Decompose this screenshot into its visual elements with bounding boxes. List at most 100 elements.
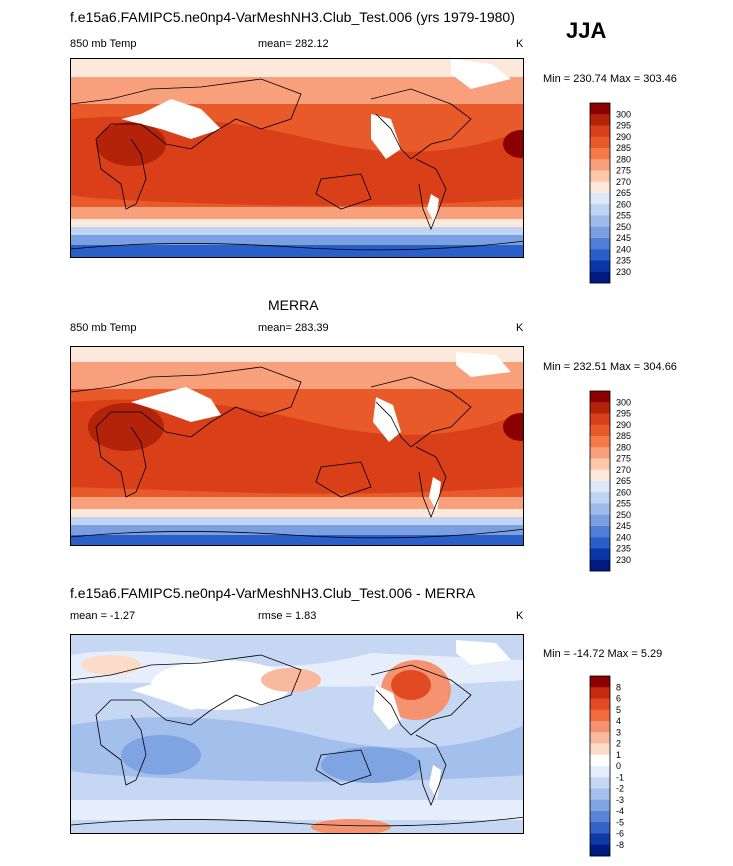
p3-colorbar-label: -4 — [616, 806, 624, 816]
p3-colorbar-label: 5 — [616, 705, 621, 715]
p3-mask-greenland — [456, 640, 511, 665]
p1-colorbar-label: 255 — [616, 211, 631, 221]
p3-colorbar-swatch — [590, 732, 610, 744]
p1-band-s2 — [71, 227, 523, 235]
p3-colorbar-swatch — [590, 822, 610, 834]
p1-colorbar-swatch — [590, 159, 610, 171]
p3-mask-andes — [429, 765, 441, 800]
p1-colorbar-swatch — [590, 226, 610, 239]
p2-colorbar-label: 245 — [616, 521, 631, 531]
p1-colorbar-label: 280 — [616, 154, 631, 164]
p3-cool-io — [121, 735, 201, 775]
p2-colorbar-label: 270 — [616, 465, 631, 475]
p2-band-s3 — [71, 525, 523, 535]
p2-colorbar-label: 295 — [616, 409, 631, 419]
p3-colorbar-label: 0 — [616, 761, 621, 771]
p3-colorbar-label: -2 — [616, 784, 624, 794]
p3-colorbar-swatch — [590, 721, 610, 733]
p2-colorbar-swatch — [590, 458, 610, 471]
p2-colorbar-swatch — [590, 402, 610, 414]
p2-colorbar-swatch — [590, 492, 610, 504]
p2-colorbar-swatch — [590, 481, 610, 493]
p1-colorbar-label: 230 — [616, 267, 631, 277]
p2-colorbar-label: 300 — [616, 397, 631, 407]
p3-colorbar-label: -8 — [616, 840, 624, 850]
panel2-mean: mean= 283.39 — [258, 322, 329, 334]
p3-coastlines — [71, 654, 523, 827]
p3-colorbar-label: 2 — [616, 739, 621, 749]
panel1-minmax: Min = 230.74 Max = 303.46 — [543, 73, 677, 85]
p3-colorbar-swatch — [590, 799, 610, 812]
panel3-map-svg — [71, 635, 523, 833]
p3-colorbar-label: 1 — [616, 750, 621, 760]
p2-coastlines — [71, 366, 523, 539]
p2-colorbar-label: 265 — [616, 476, 631, 486]
p3-colorbar-swatch — [590, 844, 610, 857]
p1-band-s1 — [71, 219, 523, 229]
p2-colorbar-label: 235 — [616, 544, 631, 554]
p1-coastlines — [71, 78, 523, 251]
p1-colorbar-label: 290 — [616, 132, 631, 142]
panel2-title: MERRA — [268, 297, 319, 313]
panel3-units: K — [516, 610, 524, 622]
p2-hot-saharan — [88, 403, 164, 451]
p1-band-s4 — [71, 245, 523, 257]
p1-hot-saharan — [96, 122, 166, 166]
p1-colorbar-swatch — [590, 136, 610, 149]
p2-colorbar-swatch — [590, 537, 610, 549]
p2-colorbar-swatch — [590, 436, 610, 448]
p1-colorbar-swatch — [590, 215, 610, 228]
panel2-units: K — [516, 322, 524, 334]
p2-colorbar-label: 290 — [616, 420, 631, 430]
p2-colorbar-swatch — [590, 559, 610, 572]
p2-colorbar-swatch — [590, 391, 610, 403]
p1-colorbar-swatch — [590, 125, 610, 138]
p1-colorbar-swatch — [590, 148, 610, 160]
p1-colorbar-label: 260 — [616, 199, 631, 209]
p2-colorbar-swatch — [590, 413, 610, 426]
p2-mask-rockies — [373, 397, 401, 442]
p3-colorbar-swatch — [590, 811, 610, 823]
p2-colorbar-label: 285 — [616, 431, 631, 441]
p3-colorbar-swatch — [590, 777, 610, 789]
p3-colorbar-swatch — [590, 698, 610, 711]
p2-colorbar-label: 250 — [616, 510, 631, 520]
p3-colorbar-swatch — [590, 766, 610, 778]
p2-band-s2 — [71, 517, 523, 525]
p3-colorbar-swatch — [590, 709, 610, 722]
panel1-units: K — [516, 38, 524, 50]
p1-hot-east — [503, 130, 523, 158]
p1-warm-core — [71, 116, 523, 206]
panel3-colorbar: 8 6 5 4 3 2 1 0 -1 -2 -3 -4 -5 -6 -8 — [589, 675, 624, 857]
panel2-map-svg — [71, 347, 523, 545]
p2-colorbar-label: 260 — [616, 487, 631, 497]
p3-colorbar-label: -1 — [616, 772, 624, 782]
panel2-map — [70, 346, 524, 546]
p3-mask-tibet — [131, 675, 221, 710]
p3-colorbar-swatch — [590, 676, 610, 688]
p1-colorbar-label: 265 — [616, 188, 631, 198]
p3-colorbar-swatch — [590, 754, 610, 767]
p2-band-s1 — [71, 509, 523, 519]
p3-colorbar-label: -3 — [616, 795, 624, 805]
p1-colorbar-swatch — [590, 103, 610, 115]
p3-colorbar-label: 3 — [616, 727, 621, 737]
panel1-map — [70, 58, 524, 258]
p2-colorbar-label: 280 — [616, 442, 631, 452]
p1-colorbar-label: 270 — [616, 177, 631, 187]
p1-colorbar-label: 245 — [616, 233, 631, 243]
p1-colorbar-label: 285 — [616, 143, 631, 153]
p1-colorbar-label: 300 — [616, 109, 631, 119]
p3-colorbar-frame — [589, 675, 611, 857]
p1-colorbar-swatch — [590, 271, 610, 284]
p1-colorbar-swatch — [590, 204, 610, 216]
p3-colorbar-swatch — [590, 743, 610, 756]
p1-mask-greenland — [451, 59, 511, 89]
p2-mask-tibet — [131, 387, 221, 422]
p1-colorbar-swatch — [590, 114, 610, 126]
panel3-title: f.e15a6.FAMIPC5.ne0np4-VarMeshNH3.Club_T… — [70, 585, 476, 601]
p1-colorbar-swatch — [590, 181, 610, 194]
